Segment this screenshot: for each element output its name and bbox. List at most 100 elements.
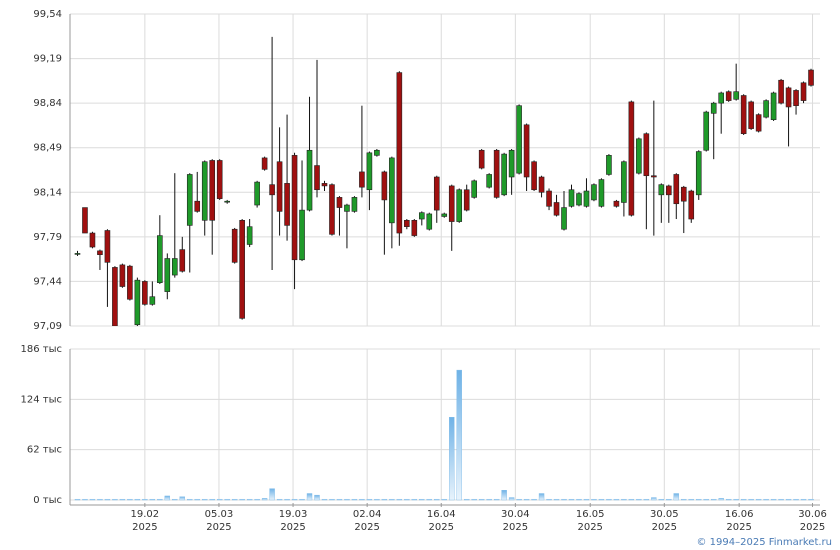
y-tick-label: 97,44 bbox=[33, 276, 62, 287]
candle-body bbox=[74, 253, 81, 255]
candle-body bbox=[351, 197, 358, 212]
candle-body bbox=[576, 193, 582, 206]
volume-bar bbox=[733, 498, 739, 501]
volume-bar bbox=[516, 498, 522, 501]
x-tick-year: 2025 bbox=[726, 522, 751, 533]
volume-bar bbox=[808, 498, 814, 501]
candle-body bbox=[418, 212, 425, 220]
volume-bar bbox=[224, 498, 230, 501]
volume-tick-label: 62 тыс bbox=[27, 445, 62, 456]
candle-body bbox=[97, 250, 103, 255]
volume-bar bbox=[696, 498, 702, 501]
volume-bar bbox=[703, 498, 709, 501]
volume-bar bbox=[314, 494, 320, 501]
candle-body bbox=[636, 138, 642, 174]
y-tick-label: 99,54 bbox=[33, 9, 62, 20]
candle-body bbox=[246, 226, 253, 245]
candle-body bbox=[344, 204, 350, 212]
candle-body bbox=[680, 186, 687, 202]
x-tick-label: 16.06 bbox=[725, 509, 754, 520]
candle-body bbox=[748, 101, 754, 129]
volume-bar bbox=[149, 498, 156, 501]
volume-bar bbox=[164, 495, 171, 501]
candle-body bbox=[306, 149, 313, 211]
volume-bar bbox=[404, 498, 410, 501]
candle-body bbox=[538, 176, 545, 193]
candle-body bbox=[216, 160, 223, 199]
candle-body bbox=[329, 184, 335, 235]
candle-body bbox=[770, 92, 777, 120]
volume-bar bbox=[688, 498, 694, 501]
volume-bar bbox=[793, 498, 799, 501]
volume-bar bbox=[112, 498, 118, 501]
x-tick-year: 2025 bbox=[577, 522, 602, 533]
candle-body bbox=[471, 180, 477, 198]
volume-bar bbox=[606, 498, 612, 501]
candle-body bbox=[231, 228, 238, 263]
volume-bar bbox=[576, 498, 582, 501]
x-tick-label: 19.02 bbox=[131, 509, 160, 520]
volume-bar bbox=[456, 369, 462, 501]
candle-body bbox=[531, 161, 537, 191]
volume-bar bbox=[449, 416, 455, 501]
volume-bar bbox=[711, 498, 717, 501]
volume-bar bbox=[97, 498, 103, 501]
candle-body bbox=[157, 235, 163, 284]
candle-body bbox=[209, 160, 216, 221]
volume-bar bbox=[127, 498, 133, 501]
volume-bar bbox=[246, 498, 253, 501]
volume-bar bbox=[74, 498, 81, 501]
volume-bar bbox=[202, 498, 208, 501]
candle-body bbox=[463, 189, 470, 211]
volume-bar bbox=[411, 498, 418, 501]
volume-bar bbox=[119, 498, 126, 501]
volume-bar bbox=[269, 488, 275, 501]
volume-bar bbox=[778, 498, 784, 501]
candle-body bbox=[179, 249, 186, 272]
candle-body bbox=[688, 190, 695, 220]
candle-body bbox=[523, 124, 530, 178]
volume-bar bbox=[194, 498, 200, 501]
x-tick-year: 2025 bbox=[800, 522, 825, 533]
candle-body bbox=[359, 171, 365, 188]
volume-bar bbox=[299, 498, 305, 501]
volume-bar bbox=[763, 498, 769, 501]
candle-body bbox=[643, 133, 650, 177]
x-tick-label: 16.04 bbox=[427, 509, 456, 520]
candle-body bbox=[426, 213, 433, 230]
volume-bar bbox=[493, 498, 500, 501]
volume-tick-label: 0 тыс bbox=[33, 495, 62, 506]
candle-body bbox=[621, 161, 627, 203]
copyright[interactable]: © 1994–2025 Finmarket.ru bbox=[696, 537, 832, 548]
x-tick-label: 30.04 bbox=[501, 509, 530, 520]
candle-body bbox=[808, 69, 814, 86]
candle-body bbox=[89, 232, 96, 248]
candle-body bbox=[478, 149, 485, 169]
volume-tick-label: 124 тыс bbox=[21, 394, 62, 405]
candle-body bbox=[800, 82, 807, 101]
volume-bar bbox=[276, 498, 283, 501]
candle-body bbox=[381, 171, 388, 201]
volume-bar bbox=[658, 498, 665, 501]
candle-body bbox=[366, 152, 373, 191]
volume-bar bbox=[381, 498, 388, 501]
volume-bar bbox=[770, 498, 777, 501]
volume-bar bbox=[725, 498, 732, 501]
x-tick-year: 2025 bbox=[354, 522, 379, 533]
candle-body bbox=[778, 79, 784, 104]
x-tick-year: 2025 bbox=[429, 522, 454, 533]
candle-body bbox=[598, 179, 605, 207]
candle-body bbox=[127, 265, 133, 300]
volume-bar bbox=[209, 498, 215, 501]
candle-body bbox=[291, 155, 298, 261]
x-tick-year: 2025 bbox=[652, 522, 677, 533]
x-tick-year: 2025 bbox=[132, 522, 157, 533]
volume-bar bbox=[374, 498, 380, 501]
candle-body bbox=[508, 149, 515, 178]
volume-bar bbox=[336, 498, 343, 501]
volume-bar bbox=[486, 498, 492, 501]
volume-bar bbox=[344, 498, 350, 501]
candle-body bbox=[710, 102, 717, 114]
candle-body bbox=[239, 220, 245, 319]
